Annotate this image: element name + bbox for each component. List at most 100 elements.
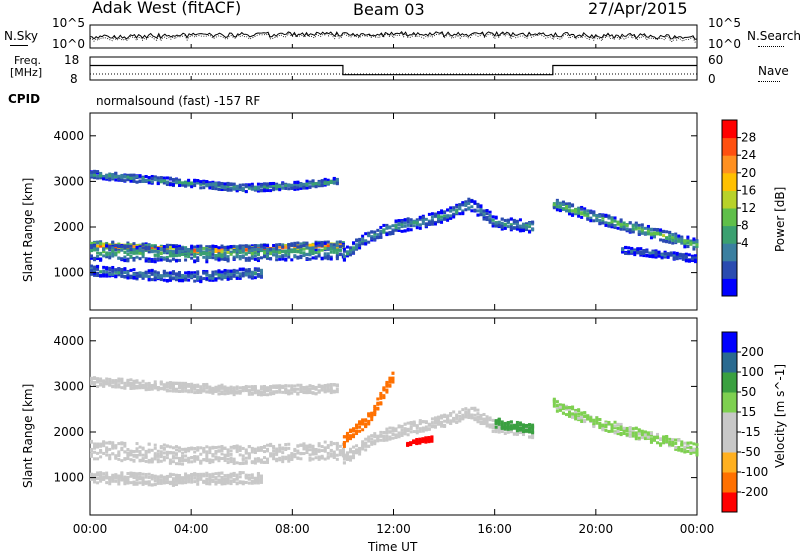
data-cell-power-band2	[120, 176, 124, 180]
data-cell-power-band1	[141, 252, 145, 256]
data-cell-power-band1	[314, 251, 318, 255]
data-cell-velocity-band6	[348, 428, 352, 432]
data-cell-power-band0	[323, 243, 327, 247]
data-cell-velocity-band1	[123, 381, 127, 385]
data-cell-power-band4	[373, 235, 377, 239]
data-cell-velocity-band3	[394, 433, 398, 437]
data-cell-power-band1	[199, 247, 203, 251]
data-cell-power-band5	[610, 217, 614, 221]
data-cell-power-band3	[196, 275, 200, 279]
data-cell-velocity-band6	[370, 411, 374, 415]
data-cell-power-band3	[174, 275, 178, 279]
data-cell-power-band6	[684, 252, 688, 256]
data-cell-velocity-band1	[308, 387, 312, 391]
data-cell-velocity-band1	[278, 389, 282, 393]
data-cell-power-band5	[595, 217, 599, 221]
data-cell-velocity-band2	[208, 475, 212, 479]
data-cell-velocity-band5	[571, 405, 575, 409]
freq-label-1: Freq.	[14, 54, 42, 67]
data-cell-power-band1	[229, 252, 233, 256]
data-cell-velocity-band3	[409, 427, 413, 431]
data-cell-velocity-band0	[253, 457, 257, 461]
data-cell-velocity-band0	[338, 444, 342, 448]
data-cell-velocity-band5	[589, 419, 593, 423]
data-cell-power-band3	[247, 268, 251, 272]
data-cell-power-band2	[229, 188, 233, 192]
data-cell-power-band3	[253, 271, 257, 275]
data-cell-velocity-band0	[178, 462, 182, 466]
data-cell-power-band0	[290, 242, 294, 246]
data-cell-velocity-band3	[467, 410, 471, 414]
data-cell-velocity-band3	[403, 429, 407, 433]
data-cell-power-band1	[135, 245, 139, 249]
data-cell-velocity-band1	[275, 386, 279, 390]
data-cell-velocity-band3	[385, 427, 389, 431]
data-cell-power-band2	[90, 175, 93, 179]
data-cell-power-band6	[687, 253, 691, 257]
data-cell-velocity-band2	[238, 475, 242, 479]
data-cell-power-band5	[665, 240, 669, 244]
data-cell-power-band4	[397, 223, 401, 227]
data-cell-power-band4	[421, 219, 425, 223]
data-cell-velocity-band0	[156, 452, 160, 456]
data-cell-velocity-band3	[385, 437, 389, 441]
data-cell-power-band3	[247, 275, 251, 279]
data-cell-power-band1	[187, 247, 191, 251]
data-cell-velocity-band3	[455, 416, 459, 420]
data-cell-power-band1	[190, 250, 194, 254]
data-cell-velocity-band0	[171, 456, 175, 460]
data-cell-power-band4	[485, 218, 489, 222]
data-cell-power-band4	[418, 226, 422, 230]
data-cell-velocity-band3	[476, 415, 480, 419]
data-cell-power-band4	[430, 218, 434, 222]
data-cell-velocity-band4	[503, 425, 507, 429]
data-cell-velocity-band3	[342, 453, 346, 457]
data-cell-velocity-band2	[208, 473, 212, 477]
data-cell-power-band4	[461, 211, 465, 215]
data-cell-velocity-band0	[269, 454, 273, 458]
data-cell-velocity-band1	[150, 387, 154, 391]
data-cell-power-band1	[323, 256, 327, 260]
data-cell-power-band2	[144, 178, 148, 182]
data-cell-velocity-band1	[247, 392, 251, 396]
data-cell-velocity-band7	[415, 442, 419, 446]
data-cell-power-band4	[382, 230, 386, 234]
data-cell-velocity-band2	[174, 483, 178, 487]
data-cell-power-band4	[531, 222, 535, 226]
data-cell-velocity-band2	[171, 483, 175, 487]
data-cell-power-band3	[165, 273, 169, 277]
data-cell-power-band6	[684, 256, 688, 260]
data-cell-power-band4	[342, 249, 346, 253]
data-cell-power-band1	[202, 251, 206, 255]
data-cell-velocity-band0	[159, 446, 163, 450]
data-cell-power-band5	[607, 224, 611, 228]
data-cell-velocity-band2	[205, 477, 209, 481]
data-cell-power-band4	[400, 225, 404, 229]
noise-left-label: N.Sky	[4, 29, 39, 43]
data-cell-velocity-band1	[211, 391, 215, 395]
data-cell-velocity-band5	[555, 405, 559, 409]
data-cell-power-band4	[500, 227, 504, 231]
data-cell-velocity-band6	[352, 429, 356, 433]
data-cell-velocity-band1	[211, 386, 215, 390]
data-cell-velocity-band0	[205, 450, 209, 454]
data-cell-velocity-band0	[226, 448, 230, 452]
data-cell-velocity-band2	[93, 475, 97, 479]
data-cell-power-band6	[681, 256, 685, 260]
data-cell-velocity-band1	[199, 385, 203, 389]
data-cell-power-band1	[250, 255, 254, 259]
data-cell-velocity-band6	[361, 419, 365, 423]
data-cell-velocity-band0	[335, 447, 339, 451]
data-cell-power-band1	[178, 246, 182, 250]
data-cell-power-band3	[193, 279, 197, 283]
data-cell-velocity-band0	[296, 451, 300, 455]
data-cell-power-band1	[184, 248, 188, 252]
data-cell-power-band5	[692, 241, 696, 245]
data-cell-velocity-band3	[352, 451, 356, 455]
data-cell-power-band2	[226, 187, 230, 191]
data-cell-power-band1	[278, 257, 282, 261]
data-cell-power-band4	[482, 216, 486, 220]
data-cell-power-band2	[150, 177, 154, 181]
data-cell-power-band4	[418, 217, 422, 221]
data-cell-power-band1	[311, 246, 315, 250]
